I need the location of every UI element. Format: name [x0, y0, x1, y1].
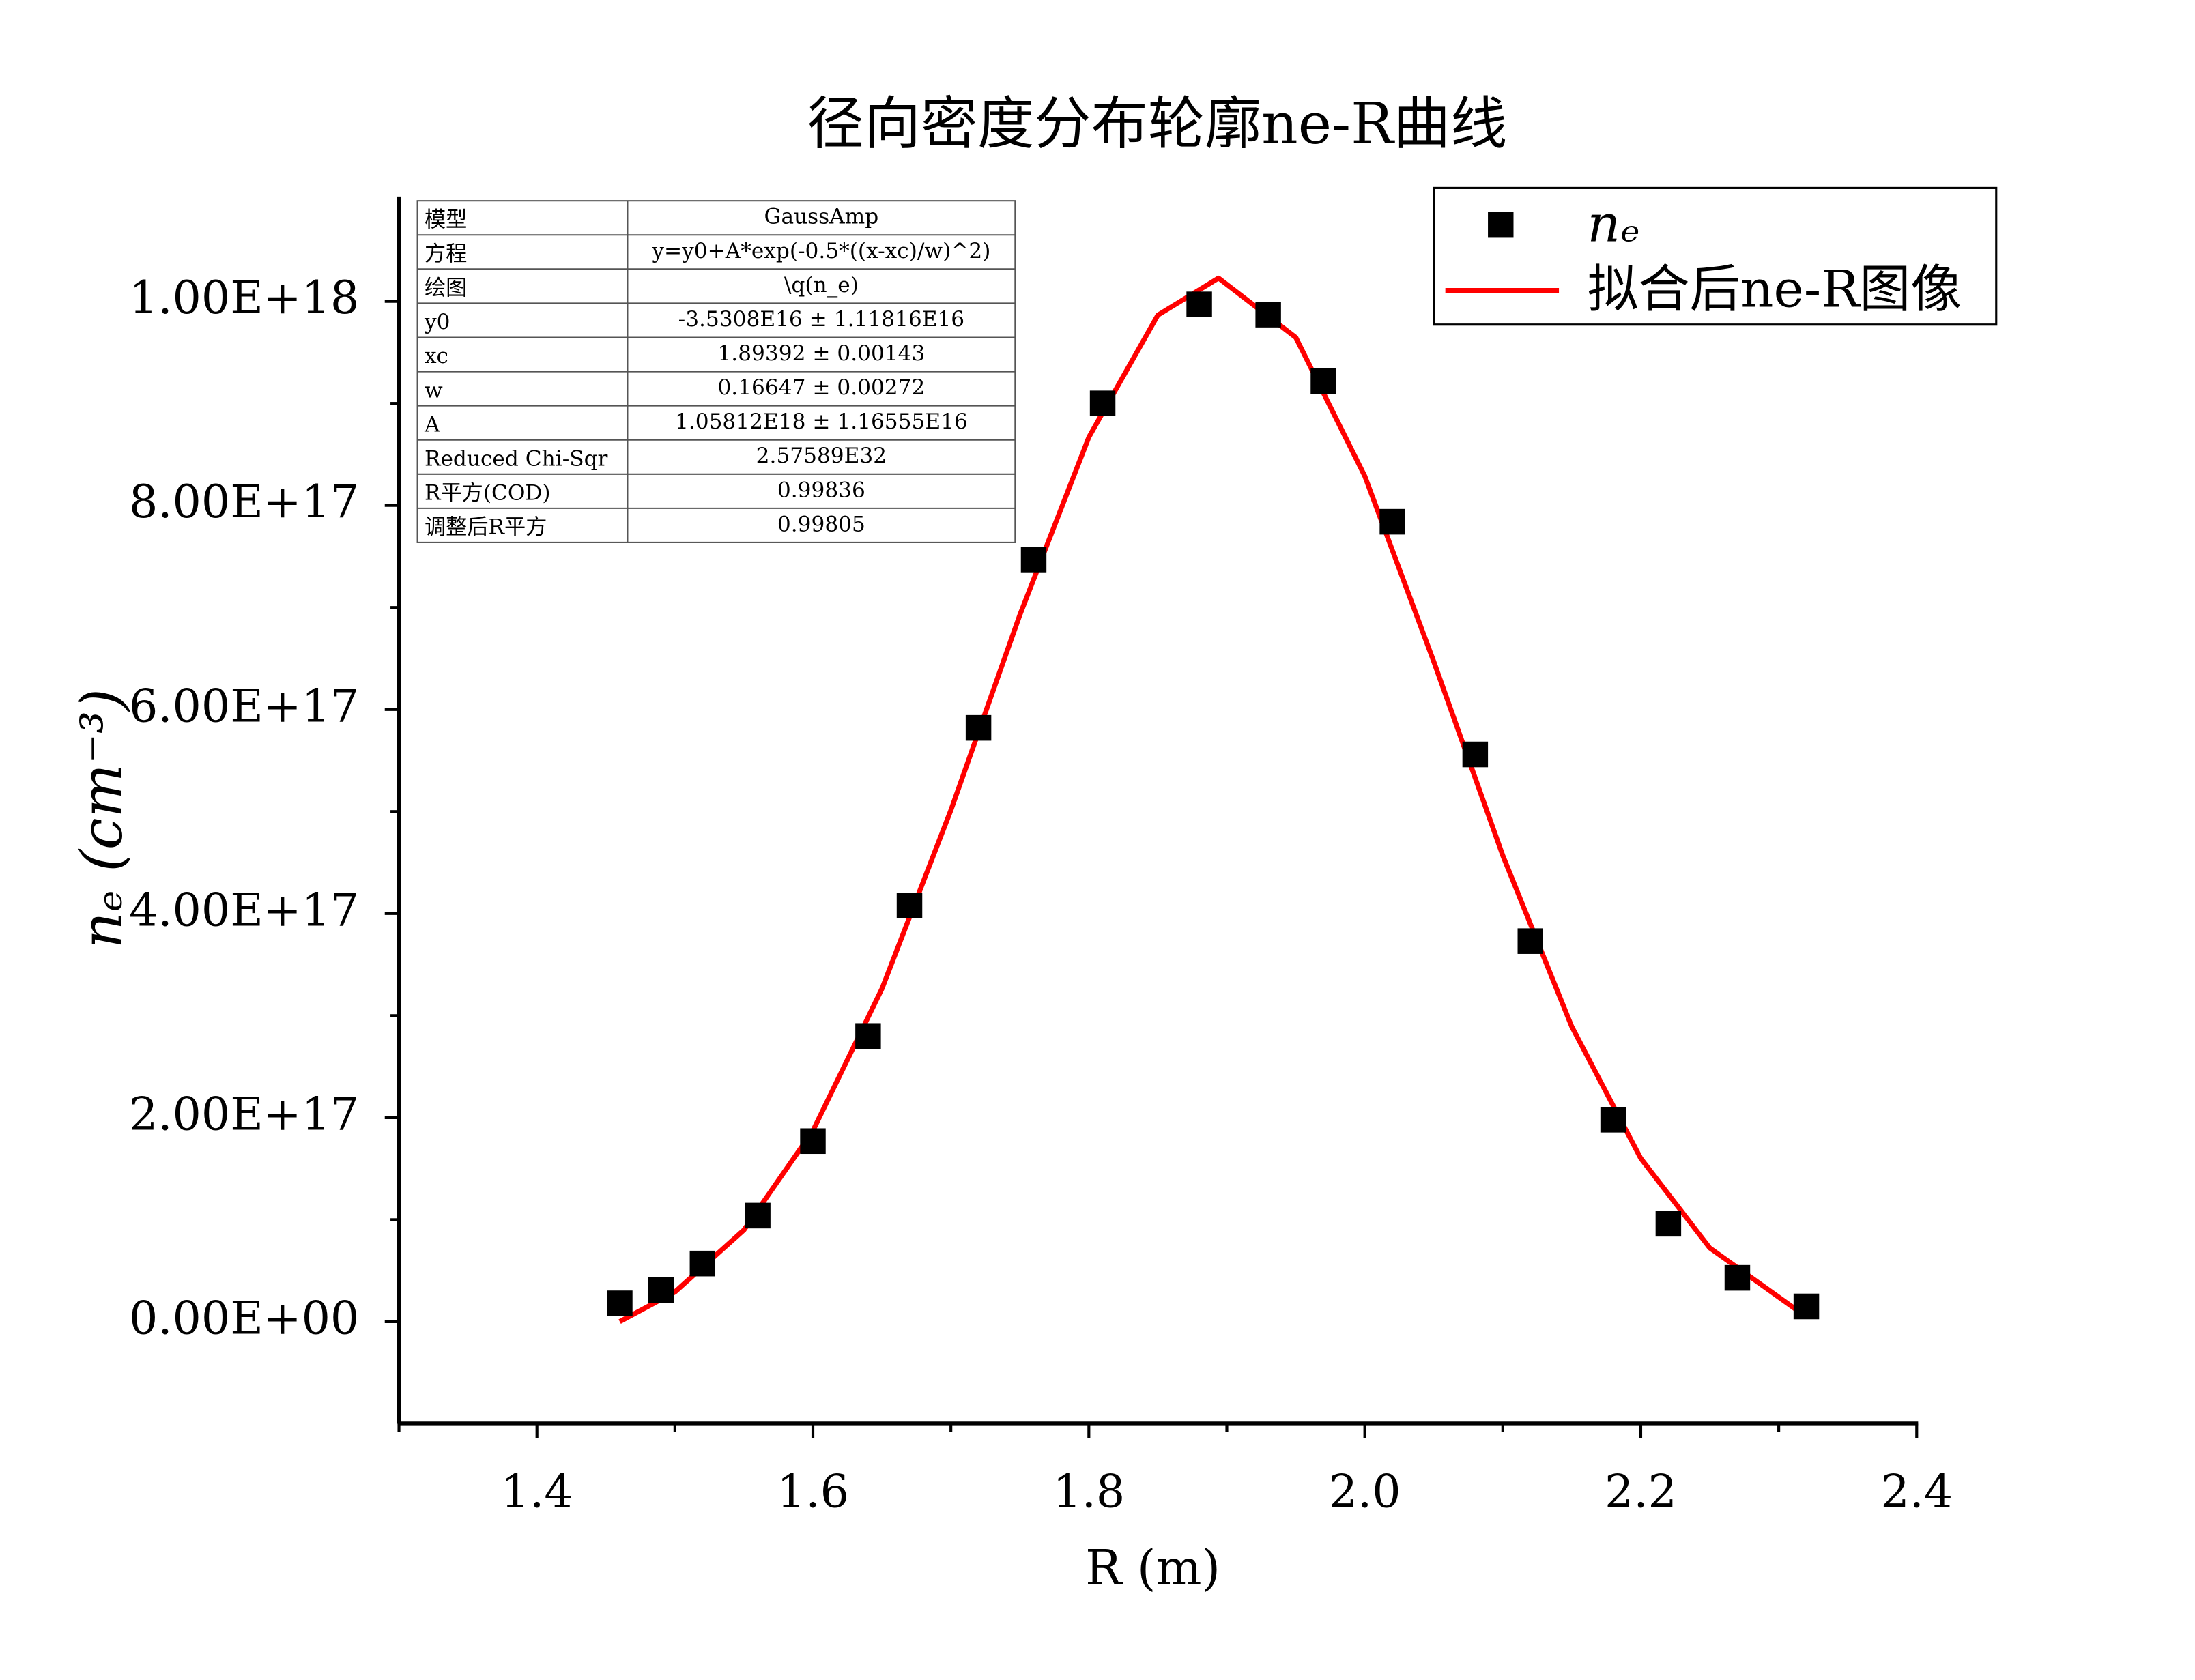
data-point	[896, 893, 923, 918]
table-value: GaussAmp	[764, 205, 879, 229]
data-point	[745, 1202, 771, 1229]
table-value: 1.05812E18 ± 1.16555E16	[675, 409, 968, 434]
data-point	[1186, 291, 1212, 317]
x-tick-label: 1.8	[1052, 1464, 1125, 1518]
data-point	[1379, 508, 1405, 535]
table-key: 调整后R平方	[425, 515, 547, 540]
y-tick-label: 4.00E+17	[129, 883, 359, 936]
data-point	[1089, 390, 1116, 416]
data-point	[607, 1290, 633, 1316]
table-value: 1.89392 ± 0.00143	[717, 341, 925, 366]
x-tick-label: 2.0	[1329, 1464, 1401, 1518]
table-key: 绘图	[425, 276, 467, 300]
x-tick-label: 1.6	[777, 1464, 849, 1518]
data-point	[1310, 368, 1336, 394]
table-key: xc	[425, 344, 448, 368]
y-tick-label: 0.00E+00	[129, 1291, 359, 1344]
x-tick-label: 2.2	[1605, 1464, 1677, 1518]
data-point	[1793, 1293, 1820, 1320]
data-point	[800, 1128, 826, 1155]
x-tick-label: 1.4	[501, 1464, 573, 1518]
data-point	[1517, 928, 1543, 954]
table-key: A	[424, 412, 440, 437]
x-tick-label: 2.4	[1880, 1464, 1953, 1518]
legend-label: 拟合后ne-R图像	[1588, 259, 1962, 319]
table-value: 0.99805	[777, 512, 865, 536]
chart-title: 径向密度分布轮廓ne-R曲线	[807, 91, 1508, 157]
data-point	[1462, 741, 1489, 768]
data-point	[648, 1277, 674, 1303]
y-tick-label: 6.00E+17	[129, 679, 359, 732]
legend-box	[1433, 186, 1998, 326]
data-point	[689, 1250, 716, 1277]
y-tick-label: 8.00E+17	[129, 475, 359, 528]
y-axis-label: nₑ (cm⁻³)	[69, 689, 135, 948]
table-key: 方程	[425, 242, 467, 266]
table-key: w	[425, 378, 443, 403]
data-point	[965, 714, 992, 741]
table-key: Reduced Chi-Sqr	[425, 446, 608, 471]
x-axis-label: R (m)	[1085, 1539, 1220, 1596]
y-tick-label: 2.00E+17	[129, 1087, 359, 1140]
data-point	[1600, 1107, 1626, 1133]
table-value: y=y0+A*exp(-0.5*((x-xc)/w)^2)	[651, 239, 990, 263]
table-value: 0.99836	[777, 478, 865, 502]
table-value: -3.5308E16 ± 1.11816E16	[678, 307, 964, 332]
table-value: \q(n_e)	[784, 273, 859, 298]
legend-label: nₑ	[1588, 193, 1640, 253]
fit-table: 模型 GaussAmp 方程 y=y0+A*exp(-0.5*((x-xc)/w)^2…	[416, 200, 1016, 543]
data-point	[1655, 1211, 1682, 1237]
data-point	[1255, 302, 1281, 328]
y-tick-label: 1.00E+18	[129, 271, 359, 324]
table-key: y0	[424, 310, 450, 334]
legend-marker	[1488, 212, 1514, 238]
table-value: 0.16647 ± 0.00272	[717, 375, 925, 400]
data-point	[1020, 547, 1047, 573]
data-point	[1724, 1264, 1751, 1291]
data-point	[855, 1023, 881, 1049]
table-key: 模型	[425, 207, 467, 232]
table-key: R平方(COD)	[425, 480, 551, 505]
table-value: 2.57589E32	[756, 444, 887, 468]
